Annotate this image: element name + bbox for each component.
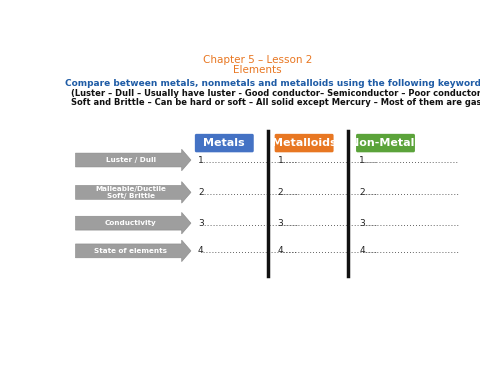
Text: 1.………………………….: 1.…………………………. [278,155,378,164]
Text: 1.………………………….: 1.…………………………. [198,155,298,164]
FancyBboxPatch shape [275,134,334,152]
Text: Elements: Elements [233,65,282,75]
Text: Chapter 5 – Lesson 2: Chapter 5 – Lesson 2 [203,55,312,65]
Text: State of elements: State of elements [95,248,168,254]
Polygon shape [75,181,191,203]
Text: 2.………………………….: 2.…………………………. [198,188,298,197]
Polygon shape [75,149,191,171]
Text: 4.………………………….: 4.…………………………. [198,246,298,255]
Polygon shape [75,240,191,262]
Text: 2.………………………….: 2.…………………………. [359,188,459,197]
Text: 4.………………………….: 4.…………………………. [278,246,378,255]
Polygon shape [75,212,191,234]
Text: Malleable/Ductile
Soft/ Brittle: Malleable/Ductile Soft/ Brittle [96,186,167,199]
Text: Compare between metals, nonmetals and metalloids using the following keywords:: Compare between metals, nonmetals and me… [65,79,480,88]
Text: 3.………………………….: 3.…………………………. [359,219,459,228]
Text: 4.………………………….: 4.…………………………. [359,246,459,255]
Text: Luster / Dull: Luster / Dull [106,157,156,163]
Text: 3.………………………….: 3.…………………………. [278,219,378,228]
FancyBboxPatch shape [356,134,415,152]
Text: 1.………………………….: 1.…………………………. [359,155,459,164]
FancyBboxPatch shape [195,134,254,152]
Text: Soft and Brittle – Can be hard or soft – All solid except Mercury – Most of them: Soft and Brittle – Can be hard or soft –… [71,98,480,108]
Text: Metalloids: Metalloids [272,138,336,148]
Text: 2.………………………….: 2.…………………………. [278,188,378,197]
Text: 3.………………………….: 3.…………………………. [198,219,298,228]
Text: Metals: Metals [204,138,245,148]
Text: (Luster – Dull – Usually have luster - Good conductor– Semiconductor – Poor cond: (Luster – Dull – Usually have luster - G… [71,89,480,98]
Text: Conductivity: Conductivity [105,220,157,226]
Text: Non-Metals: Non-Metals [350,138,421,148]
